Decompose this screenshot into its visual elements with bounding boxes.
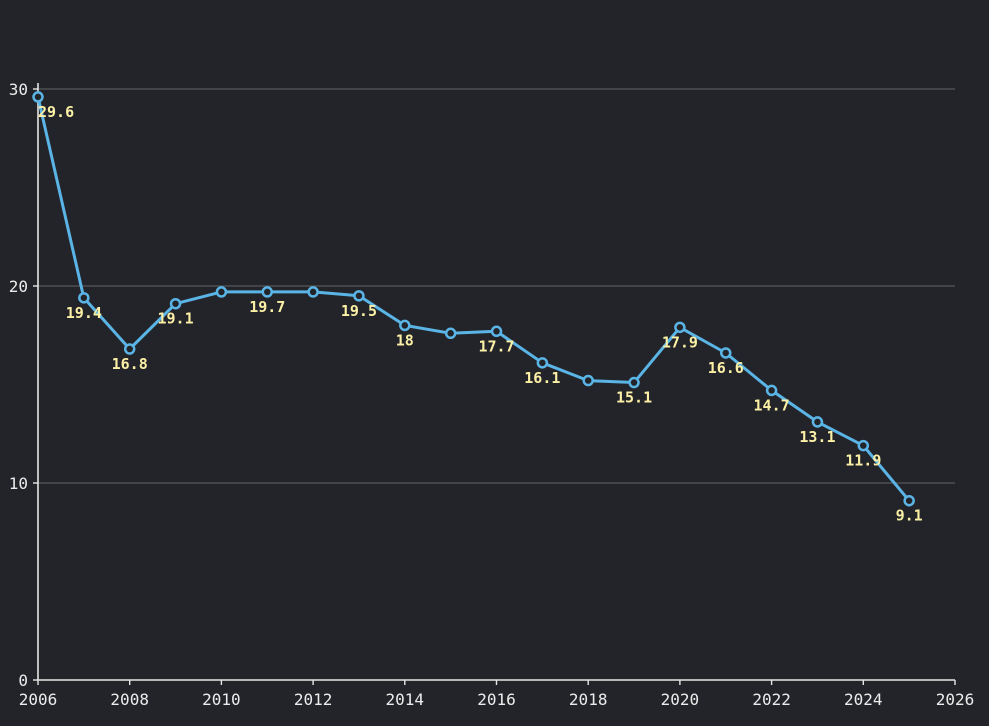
data-label-2024: 11.9 [845,452,881,470]
data-label-2017: 16.1 [524,369,560,387]
data-point-2025 [903,494,915,507]
axes: 0 10 20 30 2006 2008 2010 2012 2014 2016 2018 2020 2… [9,80,975,709]
data-label-2025: 9.1 [896,507,923,525]
y-tick-label: 20 [9,277,28,296]
data-point-2010 [215,286,228,298]
y-tick-label: 0 [18,671,28,690]
data-point-2012 [307,286,319,298]
data-point-2019 [628,376,640,389]
data-point-2023 [811,416,824,428]
x-tick-label: 2020 [661,690,700,709]
data-label-2013: 19.5 [341,302,377,320]
x-tick-label: 2010 [202,690,241,709]
data-label-2023: 13.1 [799,428,835,446]
data-label-2009: 19.1 [157,310,193,328]
data-point-2017 [536,357,549,369]
data-label-2006: 29.6 [38,103,74,121]
x-tick-label: 2012 [294,690,333,709]
y-tick-label: 10 [9,474,28,493]
gridlines [38,88,955,484]
x-tick-label: 2018 [569,690,608,709]
data-point-2009 [169,297,182,310]
data-label-2019: 15.1 [616,389,652,407]
data-point-2008 [123,343,136,355]
data-series [32,91,915,507]
data-point-2011 [261,286,273,298]
data-point-2020 [674,321,686,334]
data-point-2024 [857,439,870,452]
data-point-2022 [765,384,778,397]
data-label-2011: 19.7 [249,298,285,316]
data-point-2018 [582,374,594,387]
x-tick-label: 2008 [110,690,149,709]
data-point-2015 [444,327,457,340]
data-point-2006 [32,91,44,103]
data-point-2016 [490,325,503,338]
series-line [36,95,911,503]
x-tick-label: 2024 [844,690,883,709]
data-point-2014 [399,319,411,332]
data-label-2007: 19.4 [66,304,102,322]
data-point-2013 [353,290,365,302]
data-label-2008: 16.8 [112,355,148,373]
data-label-2014: 18 [396,331,414,349]
data-label-2020: 17.9 [662,333,698,351]
y-tick-label: 30 [9,80,28,99]
x-tick-label: 2016 [477,690,516,709]
x-tick-label: 2014 [386,690,425,709]
data-labels: 29.6 19.4 16.8 19.1 19.7 19.5 18 17.7 16.1 15.1 17… [38,103,923,525]
data-point-2007 [78,292,90,304]
x-tick-label: 2022 [752,690,791,709]
data-point-2021 [720,347,732,359]
x-tick-label: 2006 [19,690,58,709]
data-label-2022: 14.7 [754,396,790,414]
x-tick-label: 2026 [936,690,975,709]
data-label-2016: 17.7 [478,337,514,355]
data-label-2021: 16.6 [708,359,744,377]
